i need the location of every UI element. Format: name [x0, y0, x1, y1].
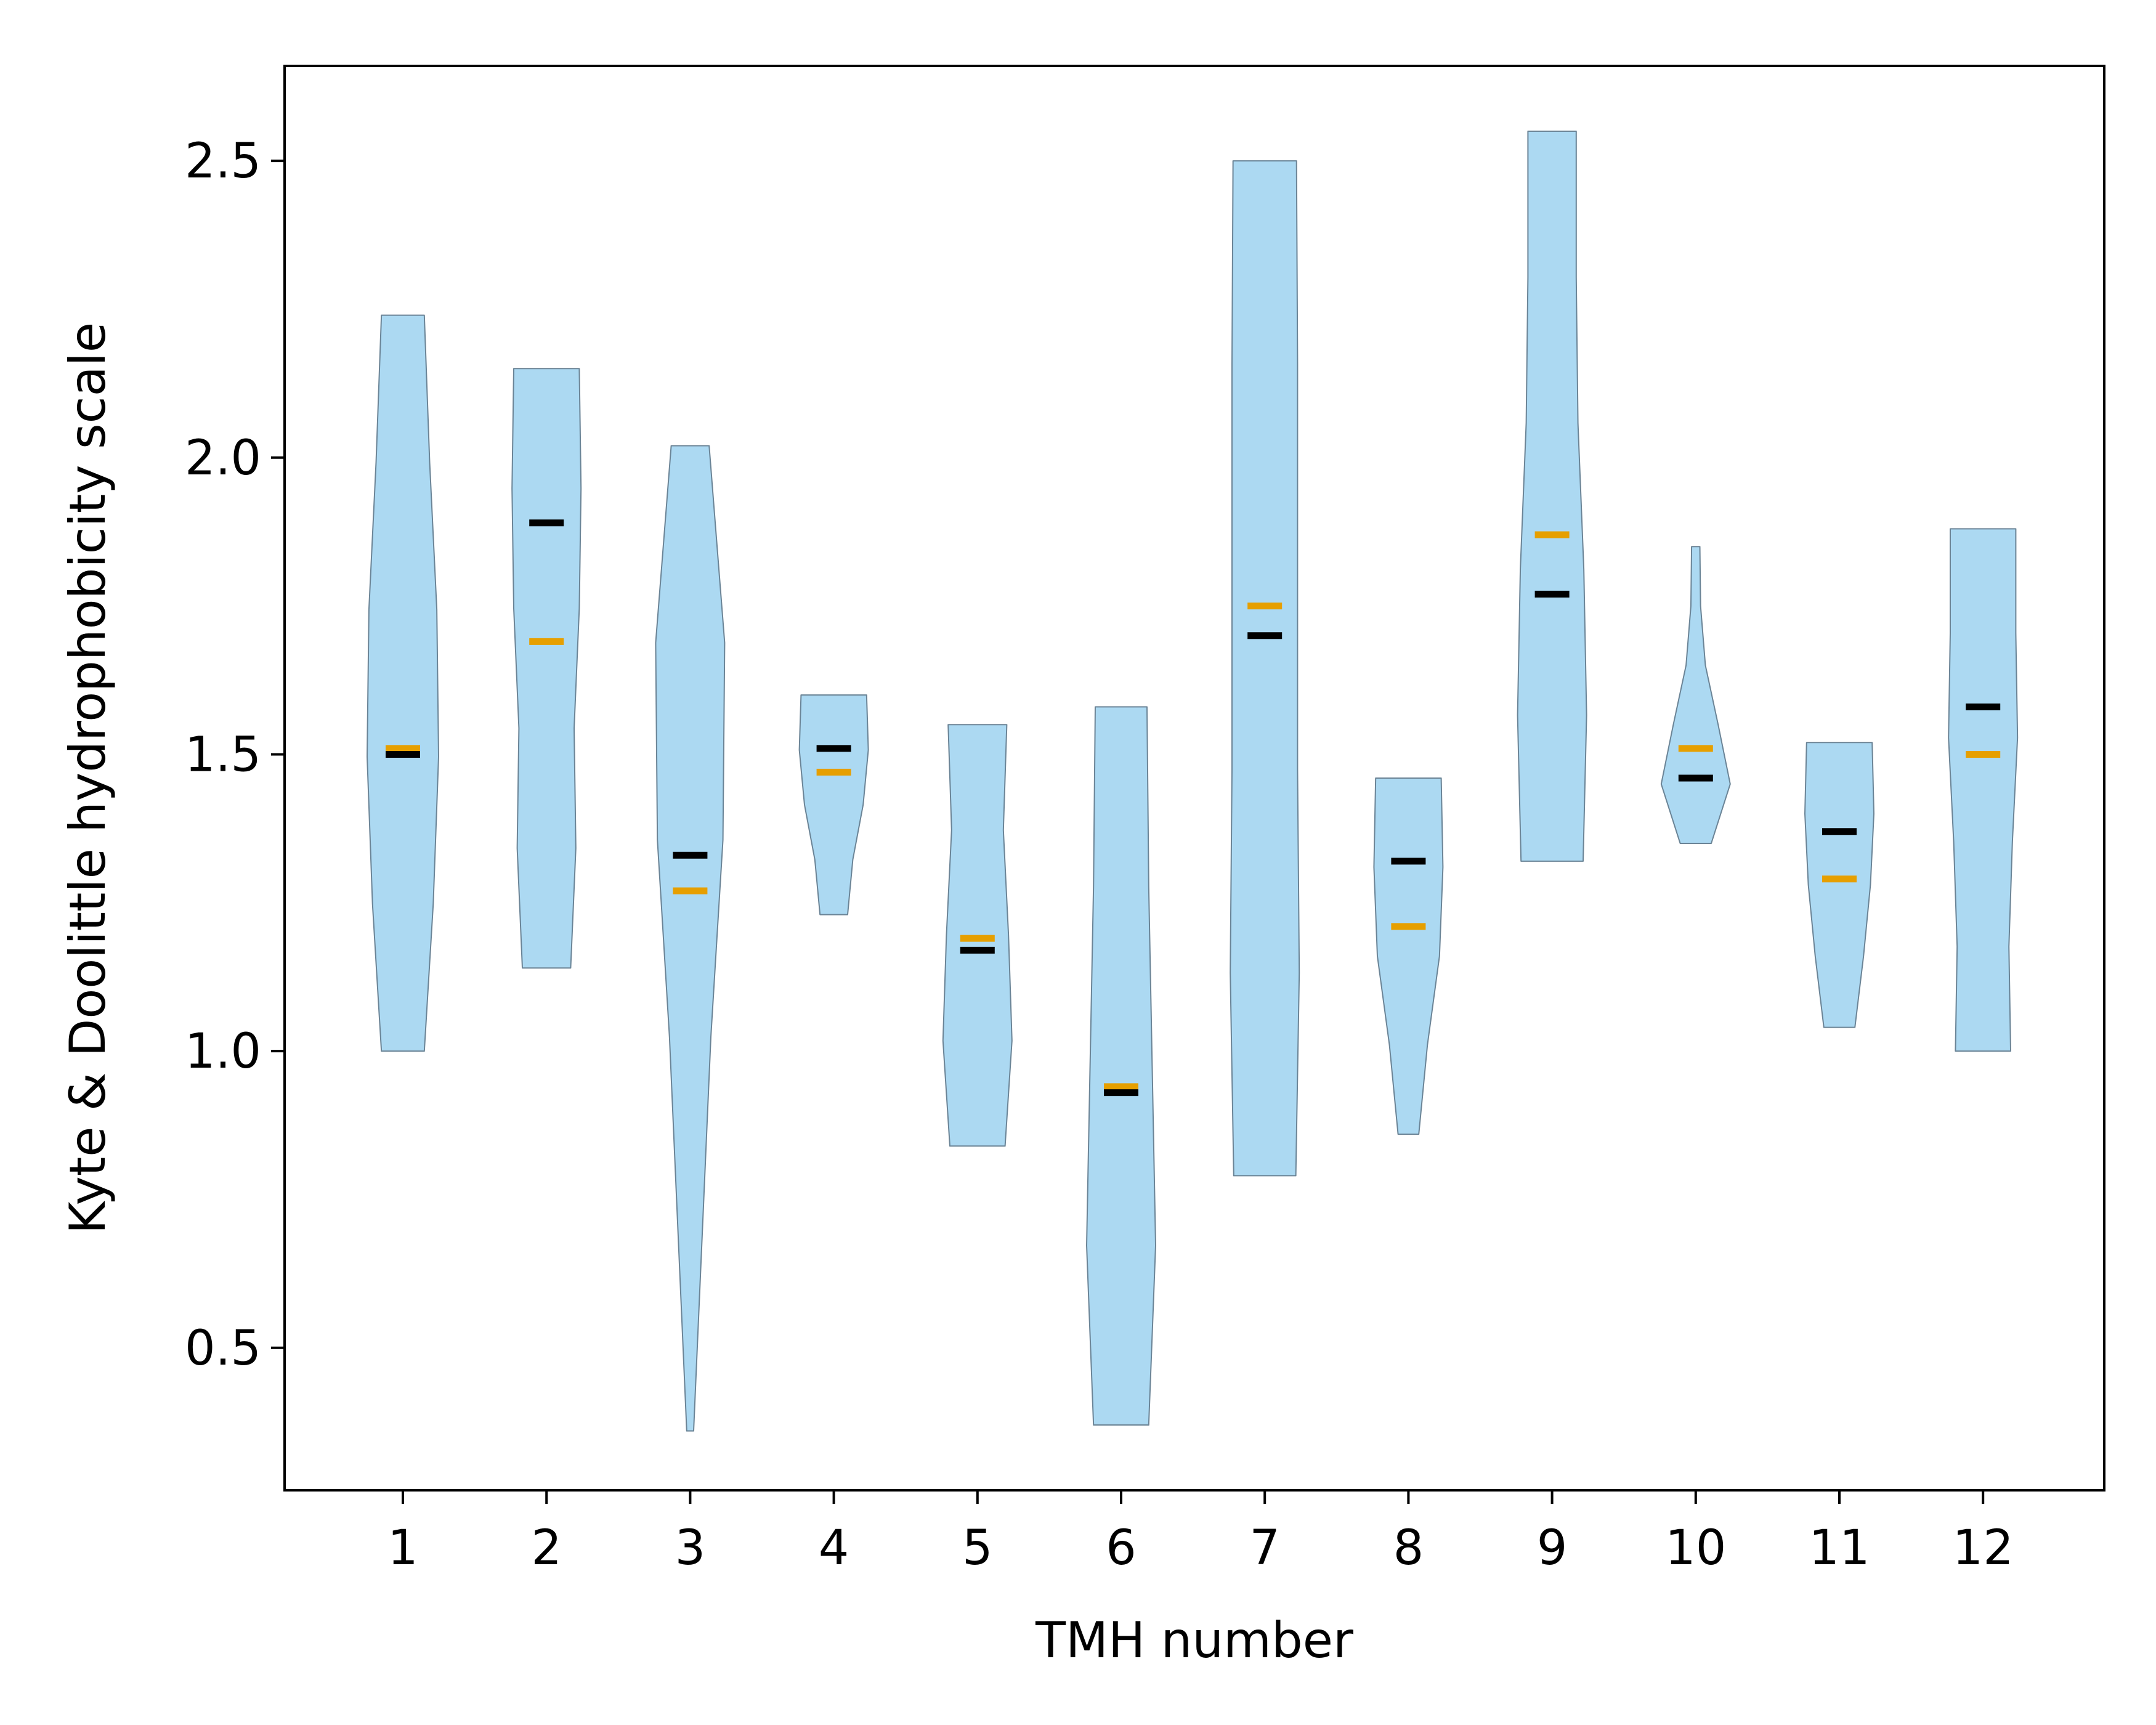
y-tick-label-2.5: 2.5	[185, 134, 261, 189]
violin-2	[511, 368, 582, 969]
x-tick-label-10: 10	[1665, 1520, 1726, 1576]
x-tick-label-2: 2	[531, 1520, 562, 1576]
y-axis-label: Kyte & Doolittle hydrophobicity scale	[59, 322, 116, 1234]
x-tick-label-12: 12	[1953, 1520, 2014, 1576]
x-tick-label-5: 5	[962, 1520, 993, 1576]
x-tick-label-11: 11	[1809, 1520, 1870, 1576]
violin-6	[1086, 706, 1156, 1426]
violin-layer	[367, 130, 2019, 1432]
violin-11	[1804, 742, 1874, 1028]
y-tick-label-1.0: 1.0	[185, 1024, 261, 1079]
x-axis-label: TMH number	[1035, 1612, 1353, 1669]
violin-8	[1373, 777, 1444, 1135]
violin-4	[798, 694, 869, 915]
x-tick-label-9: 9	[1537, 1520, 1568, 1576]
violin-7	[1230, 160, 1300, 1177]
x-axis: 1 2 3 4 5 6 7 8 9 10 11 12	[387, 1490, 2014, 1576]
violin-1	[367, 314, 439, 1052]
x-tick-label-8: 8	[1393, 1520, 1424, 1576]
violin-9	[1517, 130, 1587, 862]
violin-10	[1660, 546, 1731, 844]
x-tick-label-1: 1	[387, 1520, 418, 1576]
y-tick-label-1.5: 1.5	[185, 727, 261, 782]
violin-12	[1948, 528, 2019, 1052]
y-tick-label-2.0: 2.0	[185, 431, 261, 486]
y-tick-label-0.5: 0.5	[185, 1321, 261, 1376]
x-tick-label-7: 7	[1249, 1520, 1280, 1576]
plot-frame	[283, 65, 2105, 1492]
x-tick-label-4: 4	[819, 1520, 849, 1576]
x-tick-label-3: 3	[675, 1520, 706, 1576]
marker-layer	[386, 519, 2001, 1097]
x-tick-label-6: 6	[1106, 1520, 1137, 1576]
violin-3	[655, 445, 726, 1432]
y-axis: 0.5 1.0 1.5 2.0 2.5	[185, 134, 285, 1376]
